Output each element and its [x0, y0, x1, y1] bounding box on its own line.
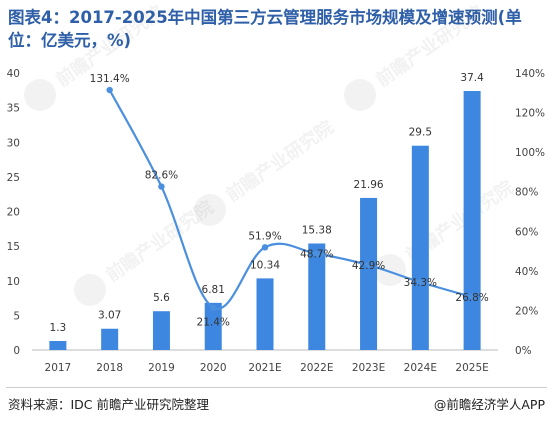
growth-point: [261, 244, 269, 251]
bar: [256, 278, 274, 350]
growth-point: [365, 261, 372, 269]
y-right-tick-label: 80%: [515, 187, 538, 199]
y-left-tick-label: 15: [7, 241, 20, 253]
bar-value-label: 29.5: [409, 127, 432, 139]
x-tick-label: 2025E: [455, 362, 488, 374]
brand-credit: @前瞻经济学人APP: [433, 397, 545, 412]
x-tick-label: 2019: [148, 362, 175, 374]
growth-point: [106, 86, 113, 94]
growth-point: [158, 183, 165, 190]
y-right-tick-label: 0%: [515, 345, 532, 357]
source-note: 资料来源：IDC 前瞻产业研究院整理: [8, 397, 210, 412]
bar-value-label: 6.81: [202, 284, 225, 296]
bar: [101, 328, 119, 350]
y-right-tick-label: 20%: [515, 305, 538, 317]
bar-value-label: 10.34: [250, 259, 280, 271]
x-tick-label: 2018: [96, 362, 123, 374]
growth-value-label: 131.4%: [90, 73, 130, 85]
axes-layer: 0 5 10 15 20 25 30 35 40 0% 20% 40% 60% 80% 100% 120% 14…: [7, 68, 545, 374]
bar: [204, 302, 222, 350]
bar-value-label: 1.3: [50, 322, 67, 334]
y-left-tick-label: 25: [7, 172, 20, 184]
y-right-tick-label: 40%: [515, 266, 538, 278]
growth-point: [468, 293, 476, 301]
growth-value-label: 82.6%: [145, 170, 178, 182]
growth-value-label: 26.8%: [455, 292, 488, 304]
growth-value-label: 51.9%: [248, 230, 281, 242]
growth-value-label: 34.3%: [404, 277, 437, 289]
y-left-tick-label: 35: [7, 103, 20, 115]
bar-value-label: 3.07: [98, 310, 121, 322]
bar: [463, 91, 481, 350]
bars-layer: [49, 91, 481, 350]
x-tick-label: 2023E: [352, 362, 385, 374]
growth-point: [417, 278, 424, 286]
y-left-tick-label: 40: [7, 68, 20, 80]
bar: [49, 340, 67, 350]
watermark-logo: 前瞻产业研究院: [24, 1, 168, 111]
footer-divider: [6, 387, 547, 388]
y-right-tick-label: 100%: [515, 147, 545, 159]
x-tick-label: 2017: [45, 362, 72, 374]
x-tick-label: 2024E: [404, 362, 437, 374]
bar-value-label: 37.4: [460, 72, 484, 84]
y-left-tick-label: 10: [7, 276, 20, 288]
growth-point: [313, 250, 320, 257]
bar: [308, 243, 326, 350]
growth-value-label: 48.7%: [300, 249, 333, 261]
bar: [360, 197, 378, 350]
watermark-text: 前瞻产业研究院: [222, 116, 338, 206]
watermark-logo: 前瞻产业研究院: [194, 116, 338, 226]
y-right-tick-label: 140%: [515, 68, 545, 80]
watermark-logo: 前瞻产业研究院: [374, 176, 518, 286]
y-left-tick-label: 5: [13, 310, 20, 322]
growth-value-label: 21.4%: [197, 317, 230, 329]
x-tick-label: 2020: [200, 362, 227, 374]
y-right-tick-label: 60%: [515, 226, 538, 238]
growth-value-label: 42.9%: [352, 260, 385, 272]
y-left-tick-label: 20: [7, 207, 20, 219]
y-right-tick-label: 120%: [515, 108, 545, 120]
line-layer: [106, 86, 476, 311]
y-left-tick-label: 0: [13, 345, 20, 357]
growth-point: [210, 304, 217, 311]
bar-value-label: 15.38: [302, 224, 332, 236]
x-tick-label: 2022E: [300, 362, 333, 374]
bar: [152, 311, 170, 350]
bar: [411, 145, 429, 350]
y-left-tick-label: 30: [7, 137, 20, 149]
x-tick-label: 2021E: [248, 362, 281, 374]
bar-value-label: 5.6: [153, 292, 170, 304]
labels-layer: 1.3 3.07 5.6 6.81 10.34 15.38 21.96 29.5 37.4 131…: [50, 72, 489, 334]
bar-value-label: 21.96: [354, 179, 384, 191]
chart-title: 图表4：2017-2025年中国第三方云管理服务市场规模及增速预测(单位：亿美元…: [8, 8, 522, 50]
